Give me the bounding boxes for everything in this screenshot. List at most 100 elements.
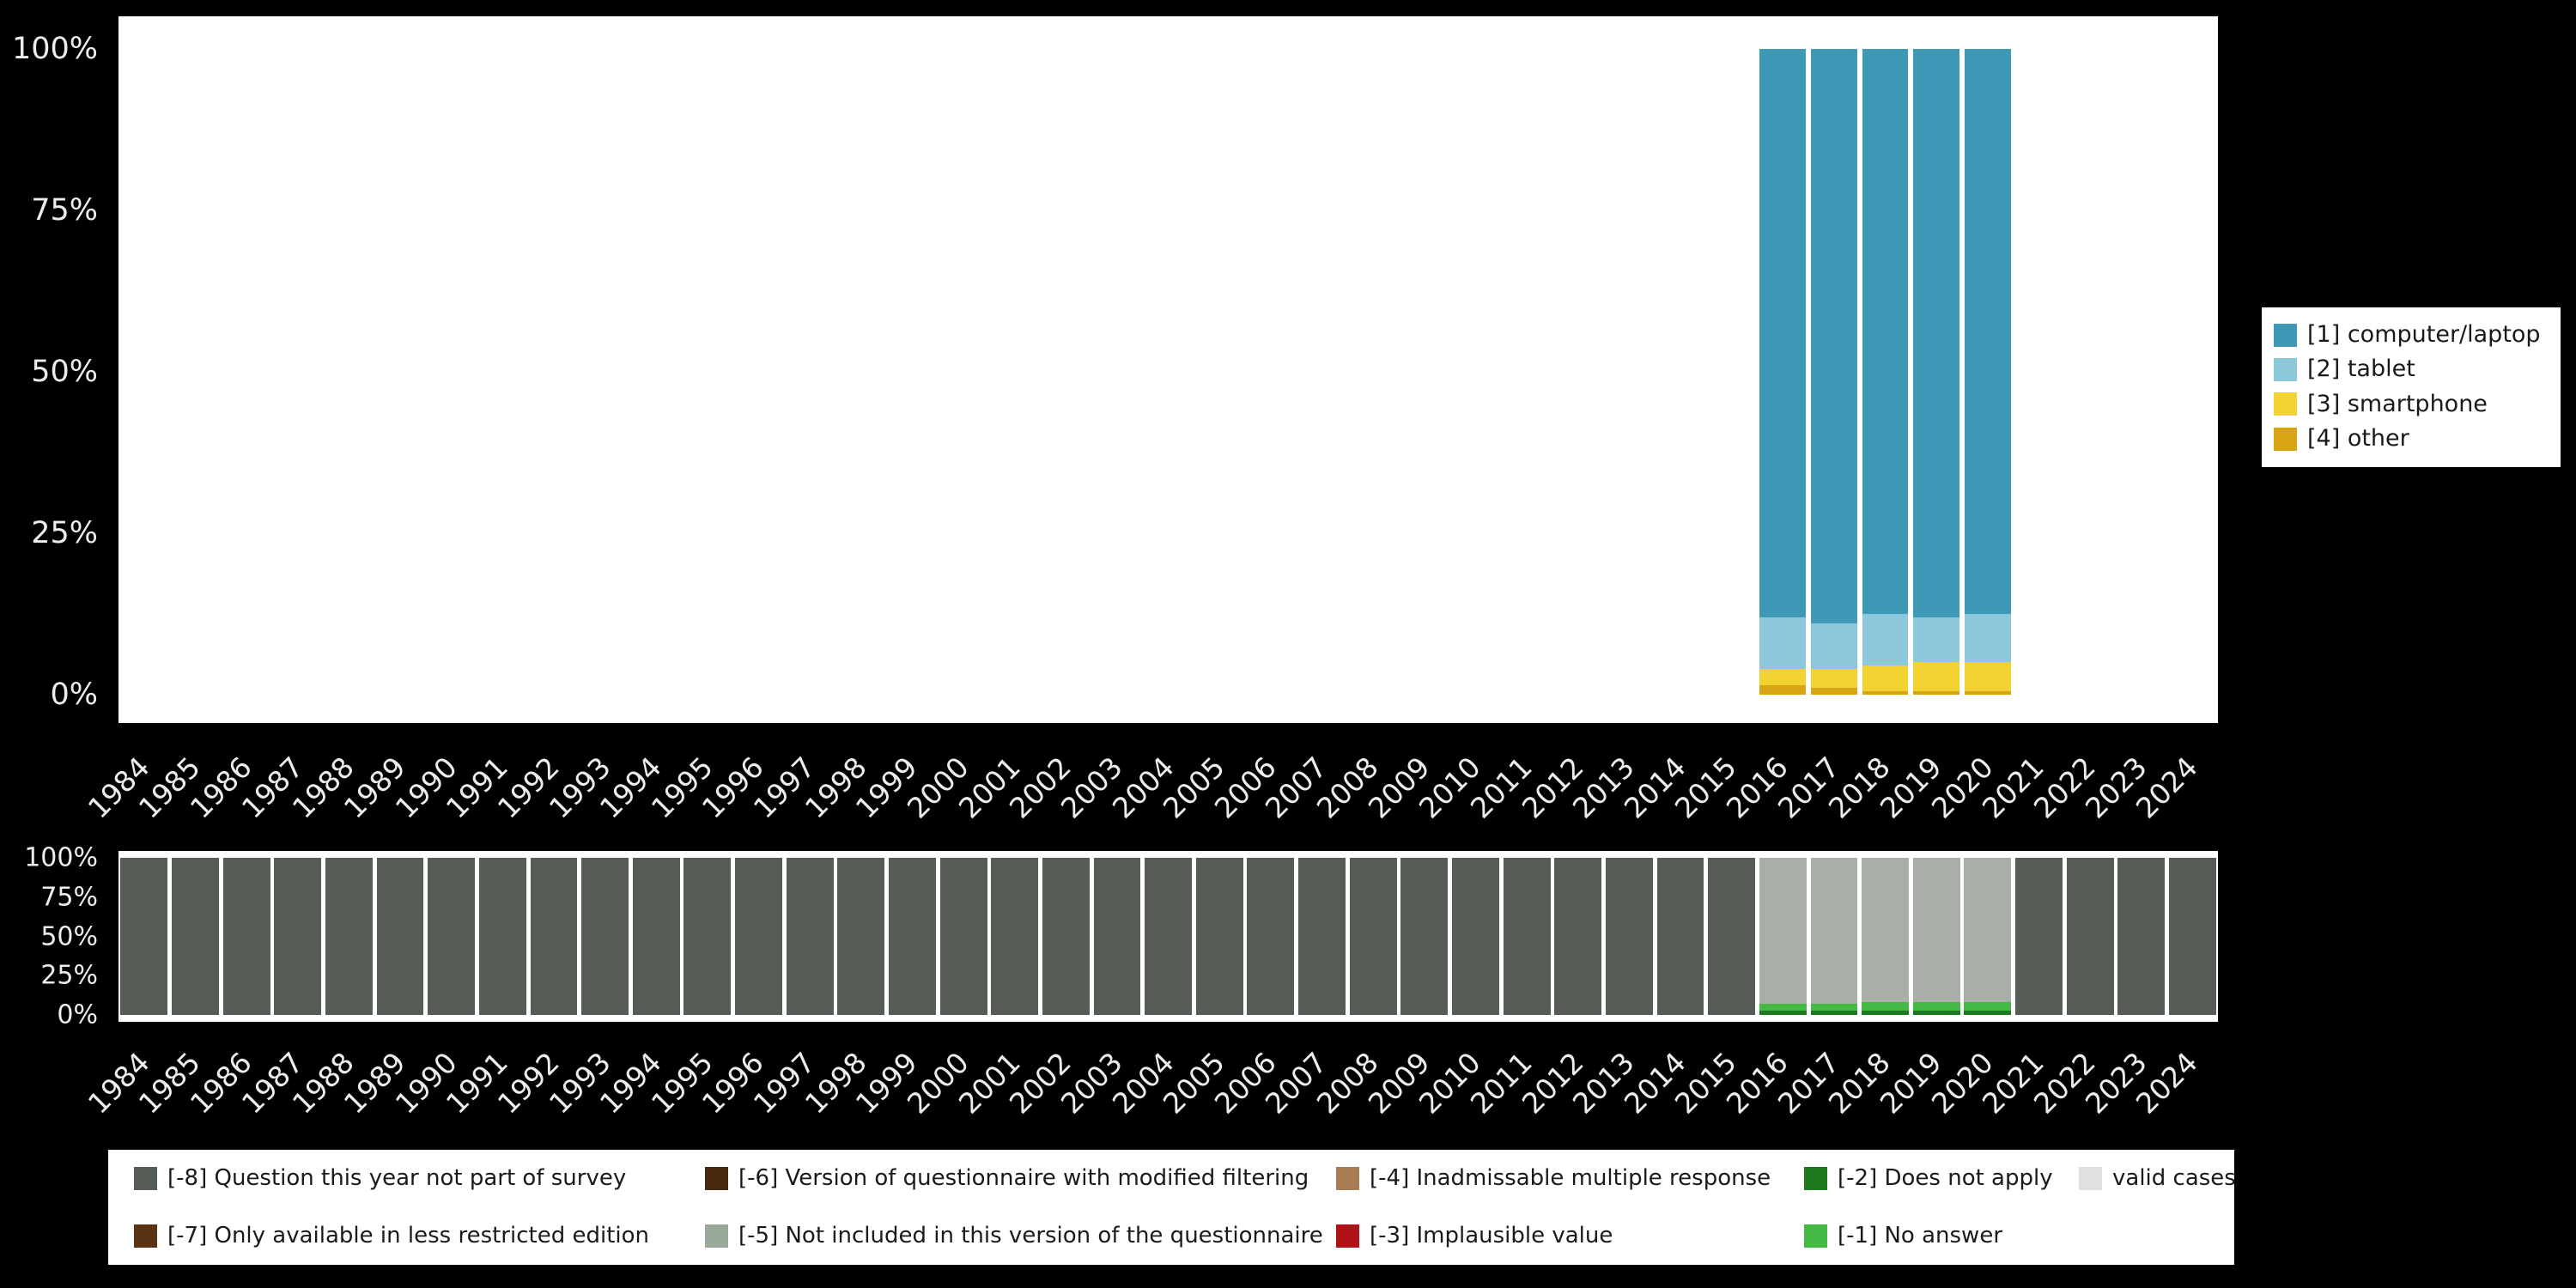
legend-swatch (1336, 1224, 1359, 1248)
legend-swatch (705, 1224, 728, 1248)
bar-bottom-1991 (477, 858, 528, 1015)
bar-segment (1810, 858, 1858, 1005)
bar-top-2021 (2014, 49, 2065, 695)
legend-item: [-5] Not included in this version of the… (705, 1223, 1336, 1249)
legend-label: [-2] Does not apply (1838, 1164, 2053, 1191)
bar-bottom-2017 (1808, 858, 1860, 1015)
bar-stack (1759, 858, 1807, 1015)
bar-stack (1605, 858, 1653, 1015)
bar-top-2024 (2167, 49, 2219, 695)
legend-label: [-8] Question this year not part of surv… (167, 1164, 627, 1191)
legend-item: [-3] Implausible value (1336, 1223, 1804, 1249)
bar-segment (1964, 1010, 2012, 1015)
bar-top-1997 (784, 49, 835, 695)
bar-bottom-1996 (733, 858, 785, 1015)
bar-stack (223, 49, 270, 695)
bar-stack (1400, 858, 1449, 1015)
bar-stack (531, 49, 577, 695)
bar-stack (2016, 49, 2063, 695)
bar-top-2020 (1962, 49, 2014, 695)
bar-stack (939, 858, 987, 1015)
bar-segment (274, 858, 322, 1015)
bar-bottom-2003 (1091, 858, 1143, 1015)
bar-stack (1503, 858, 1551, 1015)
legend-label: [4] other (2307, 425, 2409, 453)
bar-bottom-2009 (1399, 858, 1450, 1015)
bar-segment (1912, 858, 1960, 1003)
bar-segment (1913, 662, 1960, 692)
bar-segment (1964, 1002, 2012, 1011)
bar-stack (1912, 858, 1960, 1015)
legend-swatch (134, 1167, 157, 1190)
bar-stack (581, 858, 629, 1015)
y-tick-label: 100% (11, 32, 98, 66)
legend-label: [-3] Implausible value (1370, 1222, 1613, 1249)
bar-segment (1862, 691, 1909, 695)
bar-bottom-2022 (2064, 858, 2116, 1015)
legend-item: [3] smartphone (2274, 391, 2549, 418)
bar-stack (1759, 49, 1807, 695)
bar-top-2018 (1860, 49, 1911, 695)
bar-top-2009 (1399, 49, 1450, 695)
bar-top-1996 (733, 49, 785, 695)
bar-top-1998 (835, 49, 887, 695)
bar-segment (1759, 668, 1807, 685)
bar-stack (2170, 49, 2216, 695)
bar-segment (325, 858, 373, 1015)
bar-top-2011 (1501, 49, 1552, 695)
top-chart-legend: [1] computer/laptop [2] tablet [3] smartph… (2262, 307, 2561, 467)
bar-bottom-2007 (1297, 858, 1348, 1015)
bar-segment (1862, 858, 1910, 1003)
bar-segment (1965, 662, 2011, 692)
bar-stack (2118, 49, 2165, 695)
bar-stack (1555, 49, 1601, 695)
bar-stack (1145, 49, 1192, 695)
bar-segment (1759, 1004, 1807, 1011)
bar-stack (838, 49, 884, 695)
bar-stack (1607, 49, 1653, 695)
legend-swatch (1804, 1224, 1827, 1248)
bar-stack (940, 49, 987, 695)
bar-bottom-2021 (2014, 858, 2065, 1015)
bar-top-2012 (1552, 49, 1604, 695)
bar-stack (1657, 49, 1704, 695)
bar-stack (890, 49, 936, 695)
bar-top-2013 (1604, 49, 1656, 695)
bar-stack (1195, 858, 1243, 1015)
bar-top-2006 (1245, 49, 1297, 695)
bar-bottom-1986 (221, 858, 272, 1015)
bar-stack (1349, 858, 1397, 1015)
bar-stack (1453, 49, 1499, 695)
bar-stack (1350, 49, 1396, 695)
bar-stack (1298, 858, 1346, 1015)
bottom-chart-bars (118, 858, 2218, 1015)
bar-segment (1759, 684, 1807, 695)
bar-segment (1400, 858, 1449, 1015)
bar-segment (991, 858, 1039, 1015)
bar-top-2007 (1297, 49, 1348, 695)
legend-swatch (2274, 392, 2297, 416)
bar-segment (2015, 858, 2063, 1015)
legend-item: [-7] Only available in less restricted e… (134, 1223, 705, 1249)
y-tick-label: 100% (24, 842, 98, 873)
bar-segment (1605, 858, 1653, 1015)
bar-top-1994 (630, 49, 682, 695)
bar-segment (1145, 858, 1193, 1015)
bar-top-1990 (426, 49, 477, 695)
y-tick-label: 75% (31, 193, 98, 228)
bar-segment (2066, 858, 2114, 1015)
bar-segment (1811, 49, 1857, 624)
bar-stack (632, 858, 680, 1015)
bar-stack (1708, 858, 1756, 1015)
legend-item: [2] tablet (2274, 355, 2549, 383)
bar-stack (1656, 858, 1704, 1015)
bar-segment (1965, 614, 2011, 663)
bar-stack (1452, 858, 1499, 1015)
bottom-chart-x-axis: 1984 1985 1986 1987 1988 1989 1990 1991 1992 1993… (82, 1030, 2218, 1159)
bar-segment (2169, 858, 2216, 1015)
bar-stack (172, 858, 219, 1015)
bar-bottom-2012 (1552, 858, 1604, 1015)
bar-stack (377, 49, 423, 695)
bar-stack (428, 858, 476, 1015)
bar-stack (428, 49, 475, 695)
